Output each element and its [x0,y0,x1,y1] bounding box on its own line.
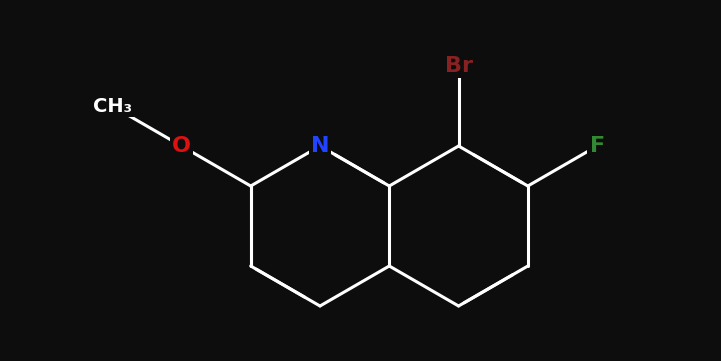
Text: F: F [590,136,605,156]
Text: Br: Br [445,56,472,76]
Text: CH₃: CH₃ [93,96,132,116]
Text: O: O [172,136,191,156]
Text: N: N [311,136,329,156]
